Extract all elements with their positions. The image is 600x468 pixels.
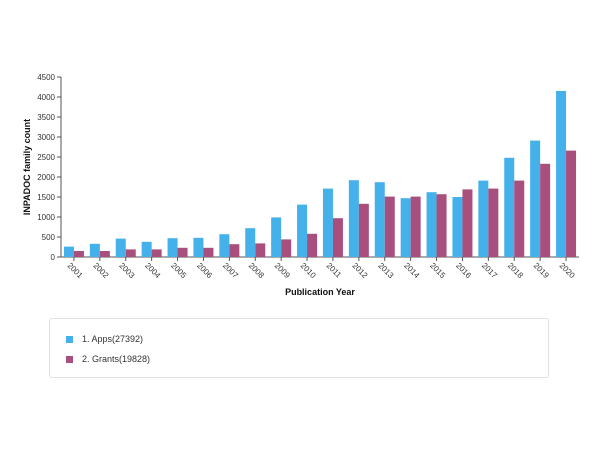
legend-label-grants: 2. Grants(19828) bbox=[82, 354, 151, 364]
x-tick-label: 2011 bbox=[325, 261, 344, 280]
legend-item-apps[interactable]: 1. Apps(27392) bbox=[66, 334, 143, 344]
x-axis-title: Publication Year bbox=[285, 287, 355, 297]
bar-apps-2015[interactable] bbox=[426, 192, 437, 257]
bar-grants-2001[interactable] bbox=[73, 251, 84, 257]
bar-grants-2002[interactable] bbox=[99, 251, 110, 257]
y-tick-label: 500 bbox=[42, 233, 56, 242]
bar-grants-2009[interactable] bbox=[281, 239, 292, 257]
y-axis-ticks: 0 500 1000 1500 2000 2500 3000 3500 4000 4500 bbox=[37, 73, 61, 262]
x-tick-label: 2009 bbox=[273, 261, 292, 280]
x-tick-label: 2007 bbox=[221, 261, 240, 280]
legend-swatch-grants bbox=[66, 355, 73, 363]
bar-apps-2004[interactable] bbox=[141, 241, 152, 257]
x-tick-label: 2019 bbox=[532, 261, 551, 280]
y-tick-label: 2500 bbox=[37, 153, 55, 162]
y-tick-label: 3500 bbox=[37, 113, 55, 122]
bar-grants-2018[interactable] bbox=[514, 180, 525, 257]
bar-grants-2010[interactable] bbox=[307, 233, 318, 257]
bar-apps-2017[interactable] bbox=[478, 180, 489, 257]
bar-apps-2006[interactable] bbox=[193, 237, 204, 257]
bar-grants-2020[interactable] bbox=[566, 150, 577, 257]
bar-apps-2005[interactable] bbox=[167, 238, 178, 257]
bar-grants-2006[interactable] bbox=[203, 247, 214, 257]
bar-apps-2016[interactable] bbox=[452, 197, 463, 257]
bar-apps-2012[interactable] bbox=[348, 180, 359, 257]
bar-grants-2004[interactable] bbox=[151, 249, 162, 257]
x-tick-label: 2010 bbox=[299, 261, 318, 280]
x-tick-label: 2016 bbox=[454, 261, 473, 280]
legend-swatch-apps bbox=[66, 335, 73, 343]
x-axis-ticks: 2001 2002 2003 2004 2005 2006 2007 2008 2009 2010… bbox=[66, 257, 577, 280]
x-tick-label: 2006 bbox=[195, 261, 214, 280]
bar-grants-2016[interactable] bbox=[462, 189, 473, 257]
y-tick-label: 1000 bbox=[37, 213, 55, 222]
y-tick-label: 4500 bbox=[37, 73, 55, 82]
x-tick-label: 2003 bbox=[117, 261, 136, 280]
bar-grants-2017[interactable] bbox=[488, 188, 499, 257]
bar-chart: 0 500 1000 1500 2000 2500 3000 3500 4000 4500 200… bbox=[22, 73, 579, 297]
bar-grants-2003[interactable] bbox=[125, 249, 136, 257]
legend-label-apps: 1. Apps(27392) bbox=[82, 334, 144, 344]
x-tick-label: 2012 bbox=[350, 261, 369, 280]
bars-group bbox=[63, 91, 577, 257]
x-tick-label: 2018 bbox=[506, 261, 525, 280]
x-tick-label: 2004 bbox=[143, 261, 162, 280]
y-tick-label: 3000 bbox=[37, 133, 55, 142]
legend: 1. Apps(27392) 2. Grants(19828) bbox=[49, 318, 549, 378]
bar-grants-2012[interactable] bbox=[358, 203, 369, 257]
bar-grants-2019[interactable] bbox=[540, 163, 551, 257]
legend-item-grants[interactable]: 2. Grants(19828) bbox=[66, 354, 150, 364]
x-tick-label: 2015 bbox=[428, 261, 447, 280]
y-tick-label: 2000 bbox=[37, 173, 55, 182]
bar-apps-2010[interactable] bbox=[297, 204, 308, 257]
y-axis-title: INPADOC family count bbox=[22, 119, 32, 215]
y-tick-label: 4000 bbox=[37, 93, 55, 102]
x-tick-label: 2020 bbox=[558, 261, 577, 280]
bar-grants-2013[interactable] bbox=[384, 196, 395, 257]
bar-apps-2002[interactable] bbox=[89, 243, 100, 257]
x-tick-label: 2017 bbox=[480, 261, 499, 280]
y-tick-label: 0 bbox=[51, 253, 56, 262]
bar-apps-2019[interactable] bbox=[530, 140, 541, 257]
bar-apps-2018[interactable] bbox=[504, 157, 515, 257]
bar-grants-2015[interactable] bbox=[436, 194, 447, 257]
x-tick-label: 2005 bbox=[169, 261, 188, 280]
bar-grants-2014[interactable] bbox=[410, 196, 421, 257]
bar-apps-2014[interactable] bbox=[400, 198, 411, 257]
bar-grants-2011[interactable] bbox=[332, 218, 343, 257]
bar-apps-2001[interactable] bbox=[63, 246, 74, 257]
x-tick-label: 2013 bbox=[376, 261, 395, 280]
x-tick-label: 2001 bbox=[66, 261, 85, 280]
x-tick-label: 2014 bbox=[402, 261, 421, 280]
x-tick-label: 2002 bbox=[91, 261, 110, 280]
x-tick-label: 2008 bbox=[247, 261, 266, 280]
bar-apps-2020[interactable] bbox=[556, 91, 567, 257]
bar-apps-2011[interactable] bbox=[322, 188, 333, 257]
y-tick-label: 1500 bbox=[37, 193, 55, 202]
bar-grants-2008[interactable] bbox=[255, 243, 266, 257]
bar-apps-2013[interactable] bbox=[374, 182, 385, 257]
bar-apps-2003[interactable] bbox=[115, 238, 126, 257]
bar-grants-2007[interactable] bbox=[229, 244, 240, 257]
bar-apps-2007[interactable] bbox=[219, 234, 230, 257]
bar-grants-2005[interactable] bbox=[177, 247, 188, 257]
bar-apps-2008[interactable] bbox=[245, 228, 256, 257]
bar-apps-2009[interactable] bbox=[271, 217, 282, 257]
